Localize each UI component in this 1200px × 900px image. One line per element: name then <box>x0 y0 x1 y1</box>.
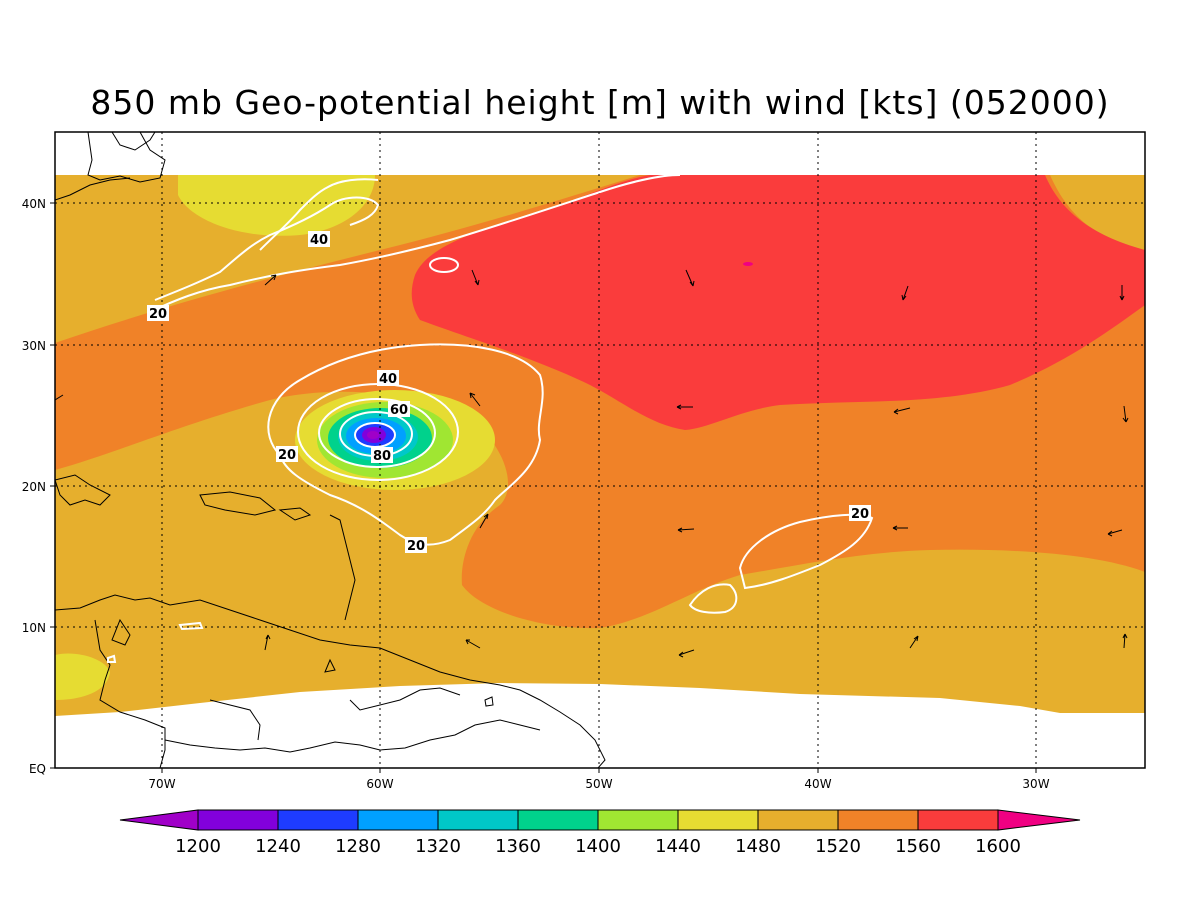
lat-tick-label: 30N <box>22 339 46 353</box>
contour-label-20-cyclone-south: 20 <box>405 537 427 554</box>
contour-label-20-east: 20 <box>849 505 871 522</box>
height-fill-1480-west <box>55 653 110 700</box>
colorbar-swatch <box>277 809 359 831</box>
contour-label-40-cyclone: 40 <box>377 370 399 387</box>
colorbar-label: 1320 <box>415 836 461 857</box>
wind-contours <box>107 174 874 663</box>
colorbar-label: 1480 <box>735 836 781 857</box>
svg-text:20: 20 <box>278 448 296 463</box>
svg-text:20: 20 <box>407 539 425 554</box>
lon-tick-label: 30W <box>1022 777 1049 791</box>
height-fill-1600 <box>411 175 1145 430</box>
lon-tick-label: 60W <box>366 777 393 791</box>
svg-text:20: 20 <box>851 507 869 522</box>
contour-label-20-cyclone-west: 20 <box>276 446 298 463</box>
wind-vectors <box>55 269 1129 658</box>
colorbar-arrow-high <box>997 809 1081 831</box>
colorbar-label: 1520 <box>815 836 861 857</box>
colorbar-label: 1560 <box>895 836 941 857</box>
colorbar-label: 1280 <box>335 836 381 857</box>
lon-tick-label: 70W <box>148 777 175 791</box>
colorbar-swatch <box>757 809 839 831</box>
lon-tick-label: 40W <box>804 777 831 791</box>
colorbar-swatch <box>517 809 599 831</box>
colorbar: 1200 1240 1280 1320 1360 1400 1440 1480 1520 1560… <box>119 809 1081 857</box>
lat-tick-label: EQ <box>29 762 46 776</box>
coastlines <box>55 132 606 768</box>
contour-label-20-north: 20 <box>147 305 169 322</box>
height-fill-1600-spot <box>743 262 753 266</box>
colorbar-swatch <box>917 809 999 831</box>
colorbar-label: 1360 <box>495 836 541 857</box>
contour-label-80-cyclone: 80 <box>371 447 393 464</box>
lat-tick-label: 40N <box>22 197 46 211</box>
colorbar-label: 1200 <box>175 836 221 857</box>
contour-label-40-north: 40 <box>308 231 330 248</box>
lon-tick-label: 50W <box>585 777 612 791</box>
colorbar-swatch <box>437 809 519 831</box>
colorbar-label: 1600 <box>975 836 1021 857</box>
height-fill-1480-north <box>178 175 375 236</box>
map-frame <box>54 131 1146 769</box>
svg-text:40: 40 <box>310 233 328 248</box>
map-title: 850 mb Geo-potential height [m] with win… <box>90 83 1109 122</box>
colorbar-label: 1440 <box>655 836 701 857</box>
svg-text:40: 40 <box>379 372 397 387</box>
map-panel: 40 20 40 60 20 80 <box>54 131 1146 769</box>
svg-text:60: 60 <box>390 403 408 418</box>
colorbar-label: 1240 <box>255 836 301 857</box>
colorbar-arrow-low <box>119 809 199 831</box>
colorbar-swatch <box>357 809 439 831</box>
svg-text:20: 20 <box>149 307 167 322</box>
colorbar-swatch <box>197 809 279 831</box>
contour-label-60-cyclone: 60 <box>388 401 410 418</box>
colorbar-swatch <box>677 809 759 831</box>
lat-tick-label: 10N <box>22 621 46 635</box>
longitude-axis: 70W 60W 50W 40W 30W <box>148 768 1050 791</box>
svg-text:80: 80 <box>373 449 391 464</box>
colorbar-label: 1400 <box>575 836 621 857</box>
cyclone-low <box>295 390 495 490</box>
latitude-axis: 40N 30N 20N 10N EQ <box>22 197 55 776</box>
colorbar-swatch <box>837 809 919 831</box>
lat-tick-label: 20N <box>22 480 46 494</box>
colorbar-swatch <box>597 809 679 831</box>
